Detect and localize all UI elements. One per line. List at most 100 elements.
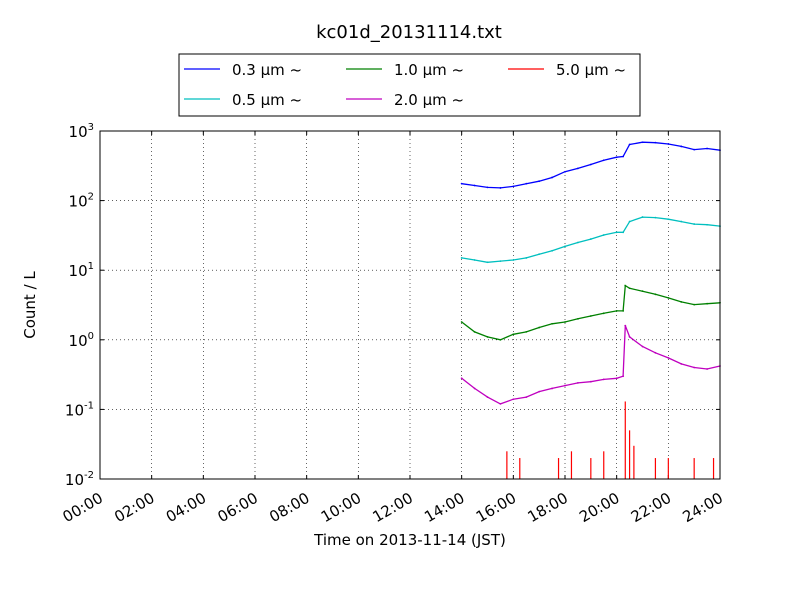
series-0-3-point (641, 141, 644, 144)
series-2-0-point (525, 396, 528, 399)
series-0-3-point (615, 156, 618, 159)
series-1-0-point (615, 310, 618, 312)
series-2-0-point (693, 366, 696, 369)
series-0-5-point (473, 259, 476, 261)
series-1-0-point (628, 287, 631, 290)
series-2-0-point (551, 387, 553, 390)
x-tick-label: 08:00 (266, 489, 312, 526)
series-0-3-point (512, 185, 515, 188)
series-1-0-point (667, 296, 670, 299)
legend: 0.3 μm ~ 0.5 μm ~ 1.0 μm ~ 2.0 μm ~ 5.0 μm ~ (178, 53, 641, 117)
plot-frame (99, 130, 721, 480)
series-0-5-point (589, 238, 592, 240)
series-0-5-point (564, 245, 566, 248)
x-tick-label: 24:00 (680, 489, 726, 526)
y-tick-label: 101 (69, 261, 94, 280)
series-0-5-point (538, 253, 541, 256)
y-tick-label: 100 (69, 331, 94, 350)
series-0-5-point (628, 220, 631, 223)
x-tick-label: 12:00 (370, 489, 416, 526)
x-tick-label: 20:00 (576, 489, 622, 526)
series-1-0-point (624, 284, 627, 287)
x-tick-label: 18:00 (525, 489, 571, 526)
series-0-3-point (693, 148, 696, 151)
x-tick-label: 14:00 (421, 489, 467, 526)
y-axis-label: Count / L (21, 271, 39, 339)
plot-area (100, 131, 720, 479)
series-2-0-point (667, 356, 670, 359)
series-0-5-point (486, 261, 489, 264)
series-1-0-point (564, 321, 566, 323)
series-2-0-point (486, 396, 489, 399)
series-2-0-point (602, 378, 605, 381)
x-tick-label: 22:00 (628, 489, 674, 526)
legend-label: 5.0 μm ~ (556, 61, 626, 79)
series-1-0-point (706, 302, 708, 305)
x-tick-label: 06:00 (215, 489, 261, 526)
series-0-3-line (461, 141, 721, 189)
y-tick-label: 10-2 (65, 470, 94, 489)
series-0-3-point (589, 163, 592, 166)
series-0-3-point (473, 184, 476, 187)
series-0-5-point (460, 257, 463, 259)
series-0-3-point (622, 155, 625, 158)
series-1-0-point (654, 293, 657, 296)
series-2-0-point (460, 377, 463, 380)
series-0-5-point (706, 223, 708, 226)
series-2-0-point (624, 324, 627, 327)
series-1-0-point (693, 303, 696, 306)
series-1-0-point (589, 315, 592, 317)
legend-frame (178, 53, 641, 117)
legend-label: 0.5 μm ~ (232, 91, 302, 109)
series-0-5-point (577, 241, 579, 244)
series-2-0-point (589, 380, 592, 383)
series-0-3-point (667, 143, 670, 145)
series-0-5-point (693, 223, 696, 225)
y-tick-label: 102 (69, 192, 94, 211)
series-2-0-point (706, 368, 708, 370)
series-0-5-point (525, 257, 528, 259)
series-0-3-point (538, 180, 541, 183)
series-1-0-point (641, 290, 644, 293)
series-0-3-point (499, 187, 502, 189)
series-2-0-point (654, 351, 657, 354)
series-0-5-point (622, 231, 625, 234)
series-0-3-point (525, 182, 528, 185)
series-0-5-point (512, 259, 515, 261)
series-2-0-point (622, 375, 625, 378)
legend-item: 2.0 μm ~ (346, 91, 464, 109)
legend-item: 1.0 μm ~ (346, 61, 464, 79)
legend-item: 0.5 μm ~ (184, 91, 302, 109)
series-0-5-point (667, 218, 670, 221)
y-tick-label: 10-1 (65, 400, 94, 419)
series-0-5-point (641, 216, 644, 218)
series-2-0-point (538, 390, 541, 393)
series-1-0-point (460, 321, 463, 323)
series-2-0-point (680, 363, 683, 365)
series-1-0-point (577, 317, 579, 320)
series-0-3-point (564, 170, 566, 173)
series-0-3-point (460, 182, 463, 185)
series-2-0-point (577, 382, 579, 384)
x-tick-label: 16:00 (473, 489, 519, 526)
series-1-0-point (538, 326, 541, 329)
series-1-0-point (473, 330, 476, 333)
legend-label: 2.0 μm ~ (394, 91, 464, 109)
series-0-5-point (551, 249, 553, 252)
legend-label: 1.0 μm ~ (394, 61, 464, 79)
series-1-0-point (602, 312, 605, 315)
series-2-0-point (512, 398, 515, 401)
series-1-0-point (525, 330, 528, 333)
series-2-0-point (615, 377, 618, 380)
series-1-0-point (486, 336, 489, 338)
x-tick-label: 10:00 (318, 489, 364, 526)
x-axis-label: Time on 2013-11-14 (JST) (313, 531, 506, 549)
series-0-3-point (551, 176, 553, 179)
series-0-5-line (461, 216, 721, 263)
series-0-3-point (577, 167, 579, 170)
legend-item: 0.3 μm ~ (184, 61, 302, 79)
series-1-0-point (499, 338, 502, 341)
series-2-0-point (641, 345, 644, 348)
series-0-5-point (680, 220, 683, 223)
